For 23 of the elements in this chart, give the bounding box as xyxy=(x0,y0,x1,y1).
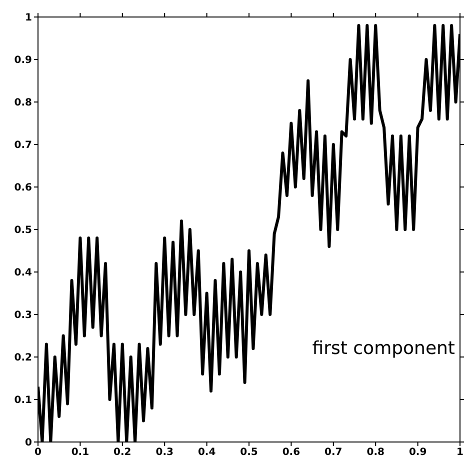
x-tick-label: 1 xyxy=(456,447,464,458)
x-tick-label: 0.4 xyxy=(198,447,216,458)
x-tick-label: 0.3 xyxy=(156,447,174,458)
y-tick-label: 0.6 xyxy=(14,182,32,194)
annotation: first component xyxy=(312,338,455,359)
x-tick-label: 0.5 xyxy=(240,447,258,458)
x-tick-label: 0.1 xyxy=(71,447,90,458)
y-tick-label: 0 xyxy=(25,438,32,449)
x-tick-label: 0.6 xyxy=(282,447,300,458)
y-tick-label: 0.5 xyxy=(14,225,32,236)
y-tick-label: 0.3 xyxy=(14,310,32,322)
y-tick-label: 0.1 xyxy=(14,395,32,406)
x-tick-label: 0.9 xyxy=(408,447,427,458)
x-tick-label: 0.2 xyxy=(114,447,132,458)
y-tick-label: 0.2 xyxy=(14,352,32,364)
y-tick-label: 0.7 xyxy=(14,140,32,152)
y-tick-label: 0.9 xyxy=(14,55,32,66)
x-tick-label: 0 xyxy=(34,447,42,458)
y-tick-label: 0.4 xyxy=(14,268,32,279)
y-tick-label: 0.8 xyxy=(14,98,32,109)
y-tick-label: 1 xyxy=(25,12,32,24)
x-tick-label: 0.8 xyxy=(366,447,384,458)
x-tick-label: 0.7 xyxy=(324,447,342,458)
